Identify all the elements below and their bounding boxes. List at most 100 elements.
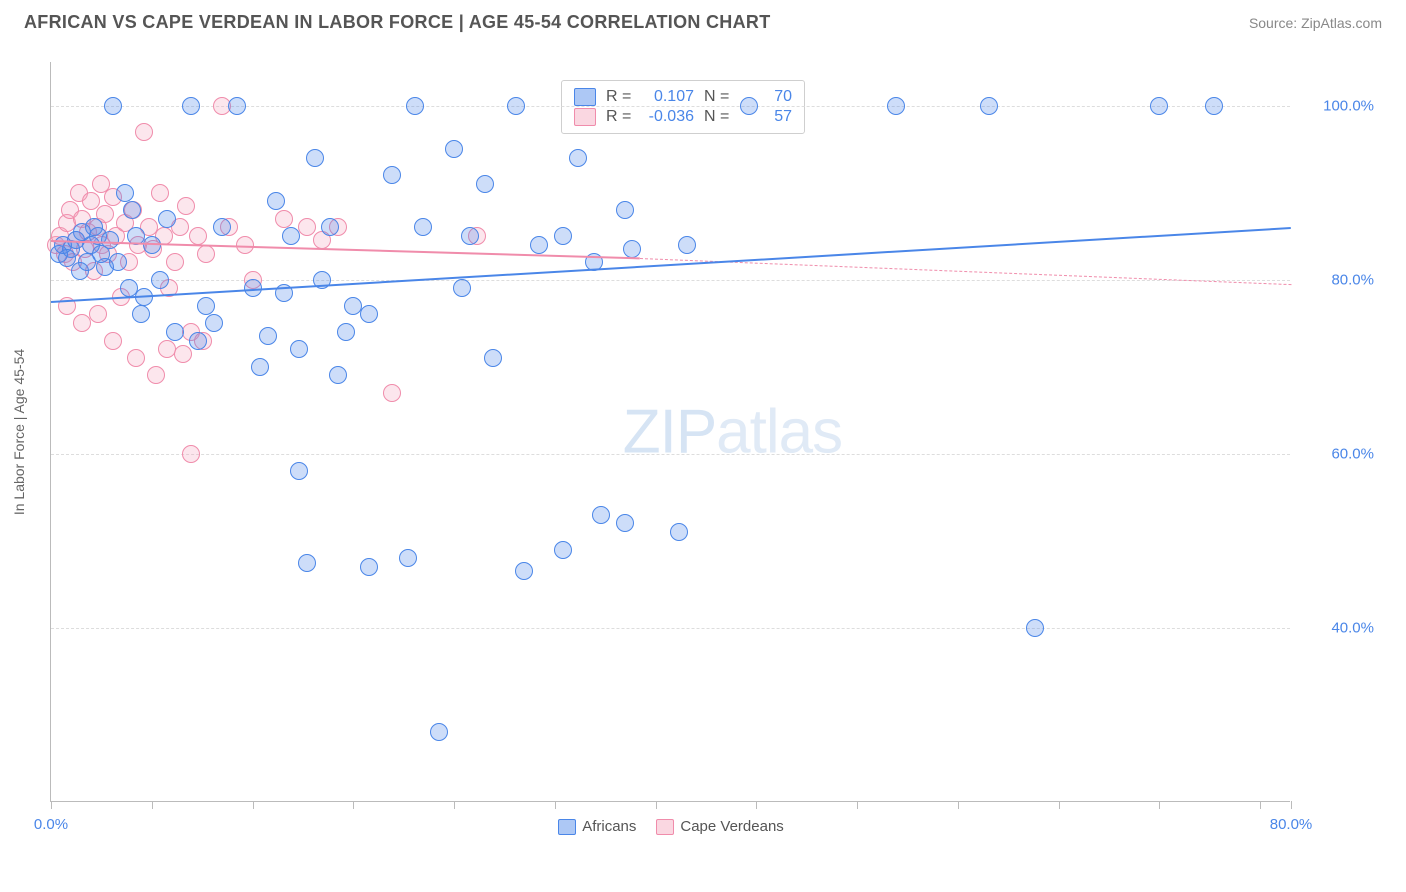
gridline-h [51, 628, 1290, 629]
africans-marker [887, 97, 905, 115]
x-tick [1059, 801, 1060, 809]
capeverdeans-marker [182, 445, 200, 463]
africans-marker [1026, 619, 1044, 637]
y-axis-label: In Labor Force | Age 45-54 [11, 348, 27, 514]
legend-r-value-capeverdeans: -0.036 [642, 108, 694, 126]
legend-r-label-capeverdeans: R = [606, 108, 632, 126]
capeverdeans-marker [177, 197, 195, 215]
africans-marker [321, 218, 339, 236]
africans-marker [1150, 97, 1168, 115]
capeverdeans-marker [298, 218, 316, 236]
legend-swatch-capeverdeans-bottom [656, 819, 674, 835]
africans-marker [290, 340, 308, 358]
capeverdeans-marker [174, 345, 192, 363]
gridline-h [51, 454, 1290, 455]
capeverdeans-marker [166, 253, 184, 271]
africans-marker [616, 514, 634, 532]
watermark-atlas: atlas [716, 397, 842, 466]
capeverdeans-marker [197, 245, 215, 263]
gridline-h [51, 280, 1290, 281]
africans-marker [569, 149, 587, 167]
africans-marker [360, 305, 378, 323]
africans-marker [151, 271, 169, 289]
capeverdeans-marker [383, 384, 401, 402]
africans-marker [290, 462, 308, 480]
x-tick-label: 0.0% [34, 816, 68, 833]
africans-marker [1205, 97, 1223, 115]
africans-marker [453, 279, 471, 297]
africans-marker [298, 554, 316, 572]
watermark: ZIPatlas [623, 396, 842, 467]
x-tick [555, 801, 556, 809]
africans-marker [406, 97, 424, 115]
correlation-legend: R = 0.107 N = 70 R = -0.036 N = 57 [561, 80, 805, 134]
africans-marker [554, 541, 572, 559]
x-tick-label: 80.0% [1270, 816, 1313, 833]
africans-marker [623, 240, 641, 258]
africans-marker [213, 218, 231, 236]
africans-marker [205, 314, 223, 332]
africans-marker [360, 558, 378, 576]
correlation-chart: In Labor Force | Age 45-54 ZIPatlas R = … [50, 48, 1380, 818]
africans-marker [507, 97, 525, 115]
legend-n-label-africans: N = [704, 88, 730, 106]
africans-marker [101, 231, 119, 249]
africans-marker [515, 562, 533, 580]
capeverdeans-marker [104, 332, 122, 350]
x-tick [756, 801, 757, 809]
x-tick [253, 801, 254, 809]
africans-marker [445, 140, 463, 158]
africans-marker [197, 297, 215, 315]
africans-marker [670, 523, 688, 541]
africans-marker [228, 97, 246, 115]
africans-marker [592, 506, 610, 524]
capeverdeans-marker [147, 366, 165, 384]
africans-marker [476, 175, 494, 193]
x-tick [1291, 801, 1292, 809]
plot-area: In Labor Force | Age 45-54 ZIPatlas R = … [50, 62, 1290, 802]
capeverdeans-marker [135, 123, 153, 141]
y-tick-label: 80.0% [1331, 271, 1374, 288]
africans-marker [414, 218, 432, 236]
africans-marker [132, 305, 150, 323]
africans-marker [116, 184, 134, 202]
africans-marker [678, 236, 696, 254]
x-tick [152, 801, 153, 809]
legend-row-capeverdeans: R = -0.036 N = 57 [574, 107, 792, 127]
legend-item-capeverdeans: Cape Verdeans [656, 818, 783, 835]
capeverdeans-marker [127, 349, 145, 367]
legend-swatch-capeverdeans [574, 108, 596, 126]
chart-title: AFRICAN VS CAPE VERDEAN IN LABOR FORCE |… [24, 12, 771, 33]
watermark-zip: ZIP [623, 397, 716, 466]
x-tick [454, 801, 455, 809]
africans-marker [251, 358, 269, 376]
x-tick [1260, 801, 1261, 809]
legend-item-africans: Africans [558, 818, 636, 835]
x-tick [51, 801, 52, 809]
africans-marker [267, 192, 285, 210]
africans-marker [123, 201, 141, 219]
africans-marker [109, 253, 127, 271]
legend-swatch-africans [574, 88, 596, 106]
africans-marker [337, 323, 355, 341]
africans-marker [430, 723, 448, 741]
x-tick [958, 801, 959, 809]
x-tick [353, 801, 354, 809]
legend-row-africans: R = 0.107 N = 70 [574, 87, 792, 107]
chart-source: Source: ZipAtlas.com [1249, 15, 1382, 31]
africans-marker [484, 349, 502, 367]
africans-marker [461, 227, 479, 245]
capeverdeans-marker [275, 210, 293, 228]
capeverdeans-marker [89, 305, 107, 323]
africans-marker [189, 332, 207, 350]
africans-marker [329, 366, 347, 384]
y-tick-label: 60.0% [1331, 445, 1374, 462]
legend-label-capeverdeans: Cape Verdeans [680, 818, 783, 835]
legend-label-africans: Africans [582, 818, 636, 835]
africans-marker [158, 210, 176, 228]
africans-marker [306, 149, 324, 167]
africans-marker [554, 227, 572, 245]
capeverdeans-marker [151, 184, 169, 202]
y-tick-label: 100.0% [1323, 97, 1374, 114]
africans-marker [166, 323, 184, 341]
